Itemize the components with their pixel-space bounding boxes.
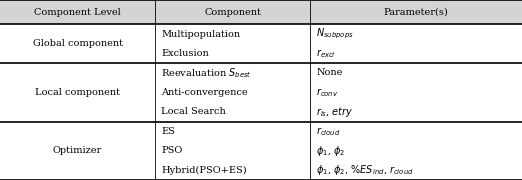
Text: ES: ES — [161, 127, 175, 136]
Text: Component Level: Component Level — [34, 8, 121, 17]
Text: Component: Component — [204, 8, 261, 17]
Text: Reevaluation $S_{best}$: Reevaluation $S_{best}$ — [161, 66, 252, 80]
Text: $r_{excl}$: $r_{excl}$ — [316, 47, 336, 60]
Text: Local component: Local component — [35, 88, 120, 97]
Text: Exclusion: Exclusion — [161, 49, 209, 58]
Text: Global component: Global component — [32, 39, 123, 48]
Text: PSO: PSO — [161, 146, 183, 155]
Bar — [0, 0, 522, 24]
Text: $r_{conv}$: $r_{conv}$ — [316, 86, 339, 99]
Text: $\phi_1$, $\phi_2$: $\phi_1$, $\phi_2$ — [316, 144, 346, 158]
Text: None: None — [316, 68, 343, 77]
Text: Hybrid(PSO+ES): Hybrid(PSO+ES) — [161, 166, 247, 175]
Text: $r_{cloud}$: $r_{cloud}$ — [316, 125, 341, 138]
Text: Optimizer: Optimizer — [53, 146, 102, 155]
Text: $r_{ls}$, $etry$: $r_{ls}$, $etry$ — [316, 105, 354, 119]
Text: Local Search: Local Search — [161, 107, 226, 116]
Text: Multipopulation: Multipopulation — [161, 30, 241, 39]
Text: $N_{subpops}$: $N_{subpops}$ — [316, 27, 354, 41]
Text: Anti-convergence: Anti-convergence — [161, 88, 248, 97]
Text: $\phi_1$, $\phi_2$, $\%ES_{ind}$, $r_{cloud}$: $\phi_1$, $\phi_2$, $\%ES_{ind}$, $r_{cl… — [316, 163, 414, 177]
Text: Parameter(s): Parameter(s) — [384, 8, 448, 17]
